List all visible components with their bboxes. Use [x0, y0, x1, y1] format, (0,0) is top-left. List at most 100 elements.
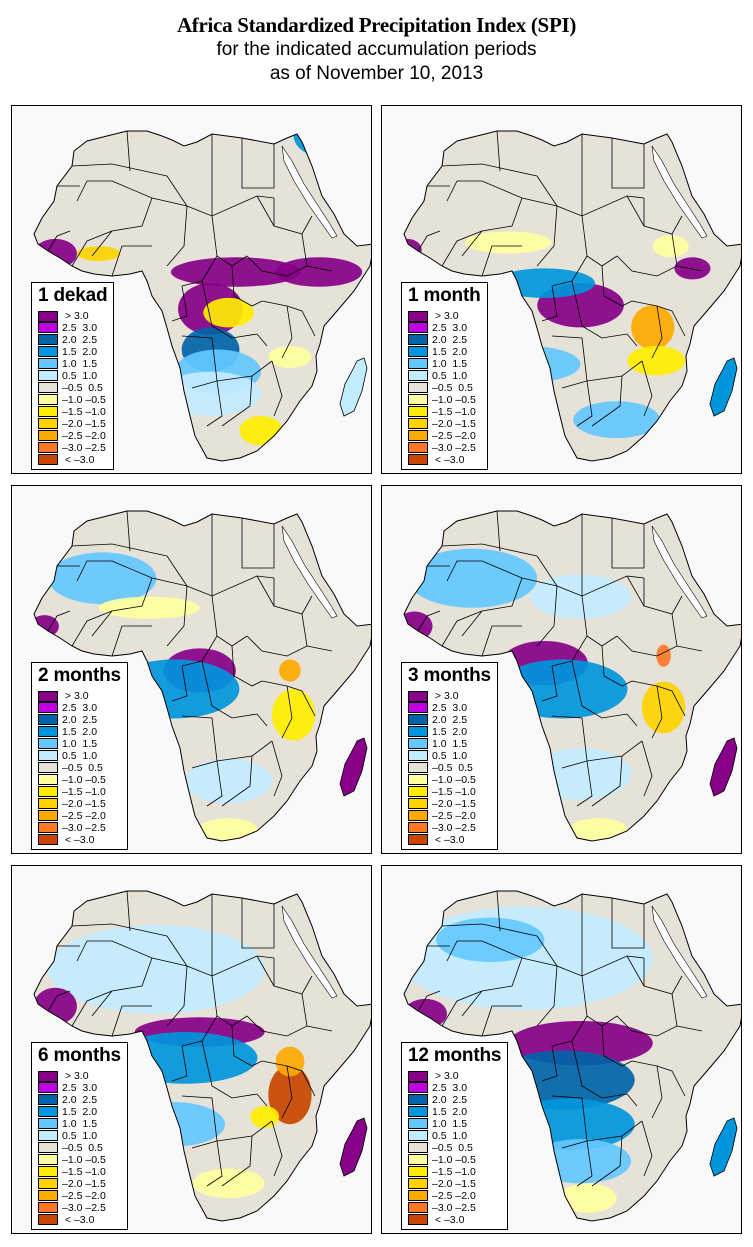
spi-legend: 1 dekad > 3.0 2.5 3.0 2.0 2.5 1.5 2.0 1.0 1.… — [31, 282, 115, 470]
legend-period-title: 3 months — [408, 665, 491, 686]
africa-map — [403, 130, 741, 462]
country-border — [581, 595, 618, 647]
spi-patch — [652, 235, 689, 258]
country-border — [551, 715, 588, 769]
legend-range-label: 1.5 2.0 — [432, 346, 468, 358]
spi-map-panel-1-dekad: 1 dekad > 3.0 2.5 3.0 2.0 2.5 1.5 2.0 1.0 1.… — [11, 105, 372, 474]
spi-patch — [493, 268, 595, 298]
legend-swatch — [38, 310, 58, 322]
legend-range-label: –1.0 –0.5 — [432, 774, 476, 786]
legend-range-label: –2.0 –1.5 — [432, 1178, 476, 1190]
country-border — [261, 300, 316, 337]
spi-patch — [497, 659, 628, 719]
red-sea — [281, 905, 338, 999]
legend-row: 1.5 2.0 — [408, 726, 491, 738]
country-border — [256, 575, 313, 615]
country-border — [166, 585, 188, 647]
legend-swatch — [408, 714, 428, 725]
legend-row: –3.0 –2.5 — [408, 1202, 501, 1214]
legend-swatch — [408, 370, 428, 381]
legend-range-label: –3.0 –2.5 — [62, 442, 106, 454]
legend-swatch — [38, 774, 58, 785]
legend-row: –1.5 –1.0 — [408, 406, 481, 418]
country-border — [281, 1065, 293, 1119]
legend-range-label: 0.5 1.0 — [432, 1130, 468, 1142]
legend-range-label: –2.5 –2.0 — [432, 430, 476, 442]
red-sea — [281, 525, 338, 619]
legend-range-label: < –3.0 — [62, 834, 95, 846]
country-border — [611, 898, 645, 949]
legend-row: > 3.0 — [408, 1070, 501, 1082]
country-border — [591, 375, 623, 427]
country-border — [201, 660, 268, 727]
legend-swatch — [38, 346, 58, 357]
spi-patch — [268, 345, 312, 368]
legend-row: –2.5 –2.0 — [38, 1190, 121, 1202]
legend-row: –1.0 –0.5 — [38, 774, 121, 786]
legend-range-label: < –3.0 — [62, 454, 95, 466]
legend-row: 1.5 2.0 — [408, 1106, 501, 1118]
legend-row: –3.0 –2.5 — [38, 442, 107, 454]
spi-legend: 3 months > 3.0 2.5 3.0 2.0 2.5 1.5 2.0 1.0 1… — [401, 662, 498, 850]
legend-row: –1.5 –1.0 — [408, 786, 491, 798]
country-border — [91, 577, 153, 637]
legend-range-label: 1.5 2.0 — [62, 1106, 98, 1118]
spi-patch — [113, 1032, 258, 1084]
figure-header: Africa Standardized Precipitation Index … — [0, 12, 753, 86]
red-sea — [651, 525, 708, 619]
legend-row: –2.0 –1.5 — [38, 798, 121, 810]
legend-range-label: 1.5 2.0 — [62, 726, 98, 738]
country-border — [281, 305, 293, 359]
country-border — [551, 335, 588, 389]
legend-row: –0.5 0.5 — [38, 762, 121, 774]
legend-range-label: –3.0 –2.5 — [62, 822, 106, 834]
country-border — [446, 180, 558, 207]
country-border — [71, 163, 168, 177]
legend-rows: > 3.0 2.5 3.0 2.0 2.5 1.5 2.0 1.0 1.5 0.5 1.0… — [38, 690, 121, 846]
legend-swatch — [408, 1118, 428, 1129]
coastline — [33, 510, 371, 842]
legend-row: –2.5 –2.0 — [38, 430, 107, 442]
legend-period-title: 1 month — [408, 285, 481, 306]
legend-swatch — [408, 798, 428, 809]
spi-patch — [573, 401, 660, 439]
legend-range-label: 1.5 2.0 — [432, 726, 468, 738]
red-sea — [651, 905, 708, 999]
spi-patch — [404, 906, 653, 1010]
country-border — [181, 715, 218, 769]
legend-row: 2.0 2.5 — [408, 1094, 501, 1106]
legend-row: 2.0 2.5 — [408, 714, 491, 726]
country-border — [71, 610, 113, 647]
madagascar-landmass — [339, 737, 368, 797]
country-border — [211, 595, 248, 647]
country-border — [601, 265, 633, 307]
legend-swatch — [408, 834, 428, 845]
legend-range-label: 0.5 1.0 — [62, 750, 98, 762]
legend-row: 1.5 2.0 — [38, 346, 107, 358]
spi-patch — [465, 231, 552, 254]
country-border — [441, 543, 538, 557]
country-border — [246, 635, 333, 657]
spi-patch — [569, 818, 628, 841]
legend-row: –0.5 0.5 — [408, 1142, 501, 1154]
legend-rows: > 3.0 2.5 3.0 2.0 2.5 1.5 2.0 1.0 1.5 0.5 1.0… — [408, 690, 491, 846]
legend-range-label: –1.5 –1.0 — [432, 1166, 476, 1178]
country-border — [616, 255, 703, 277]
legend-swatch — [408, 334, 428, 345]
legend-row: –2.0 –1.5 — [408, 1178, 501, 1190]
spi-patch — [192, 1168, 265, 1199]
legend-row: –1.0 –0.5 — [408, 1154, 501, 1166]
country-border — [631, 300, 686, 337]
country-border — [201, 280, 268, 347]
country-border — [281, 685, 293, 739]
legend-swatch — [408, 1166, 428, 1177]
legend-row: 2.5 3.0 — [408, 702, 491, 714]
country-border — [576, 760, 593, 807]
legend-swatch — [38, 334, 58, 345]
legend-range-label: –2.5 –2.0 — [432, 1190, 476, 1202]
country-border — [591, 755, 623, 807]
legend-swatch — [408, 762, 428, 773]
legend-swatch — [38, 430, 58, 441]
figure-title: Africa Standardized Precipitation Index … — [176, 13, 577, 37]
spi-patch — [250, 1105, 280, 1128]
